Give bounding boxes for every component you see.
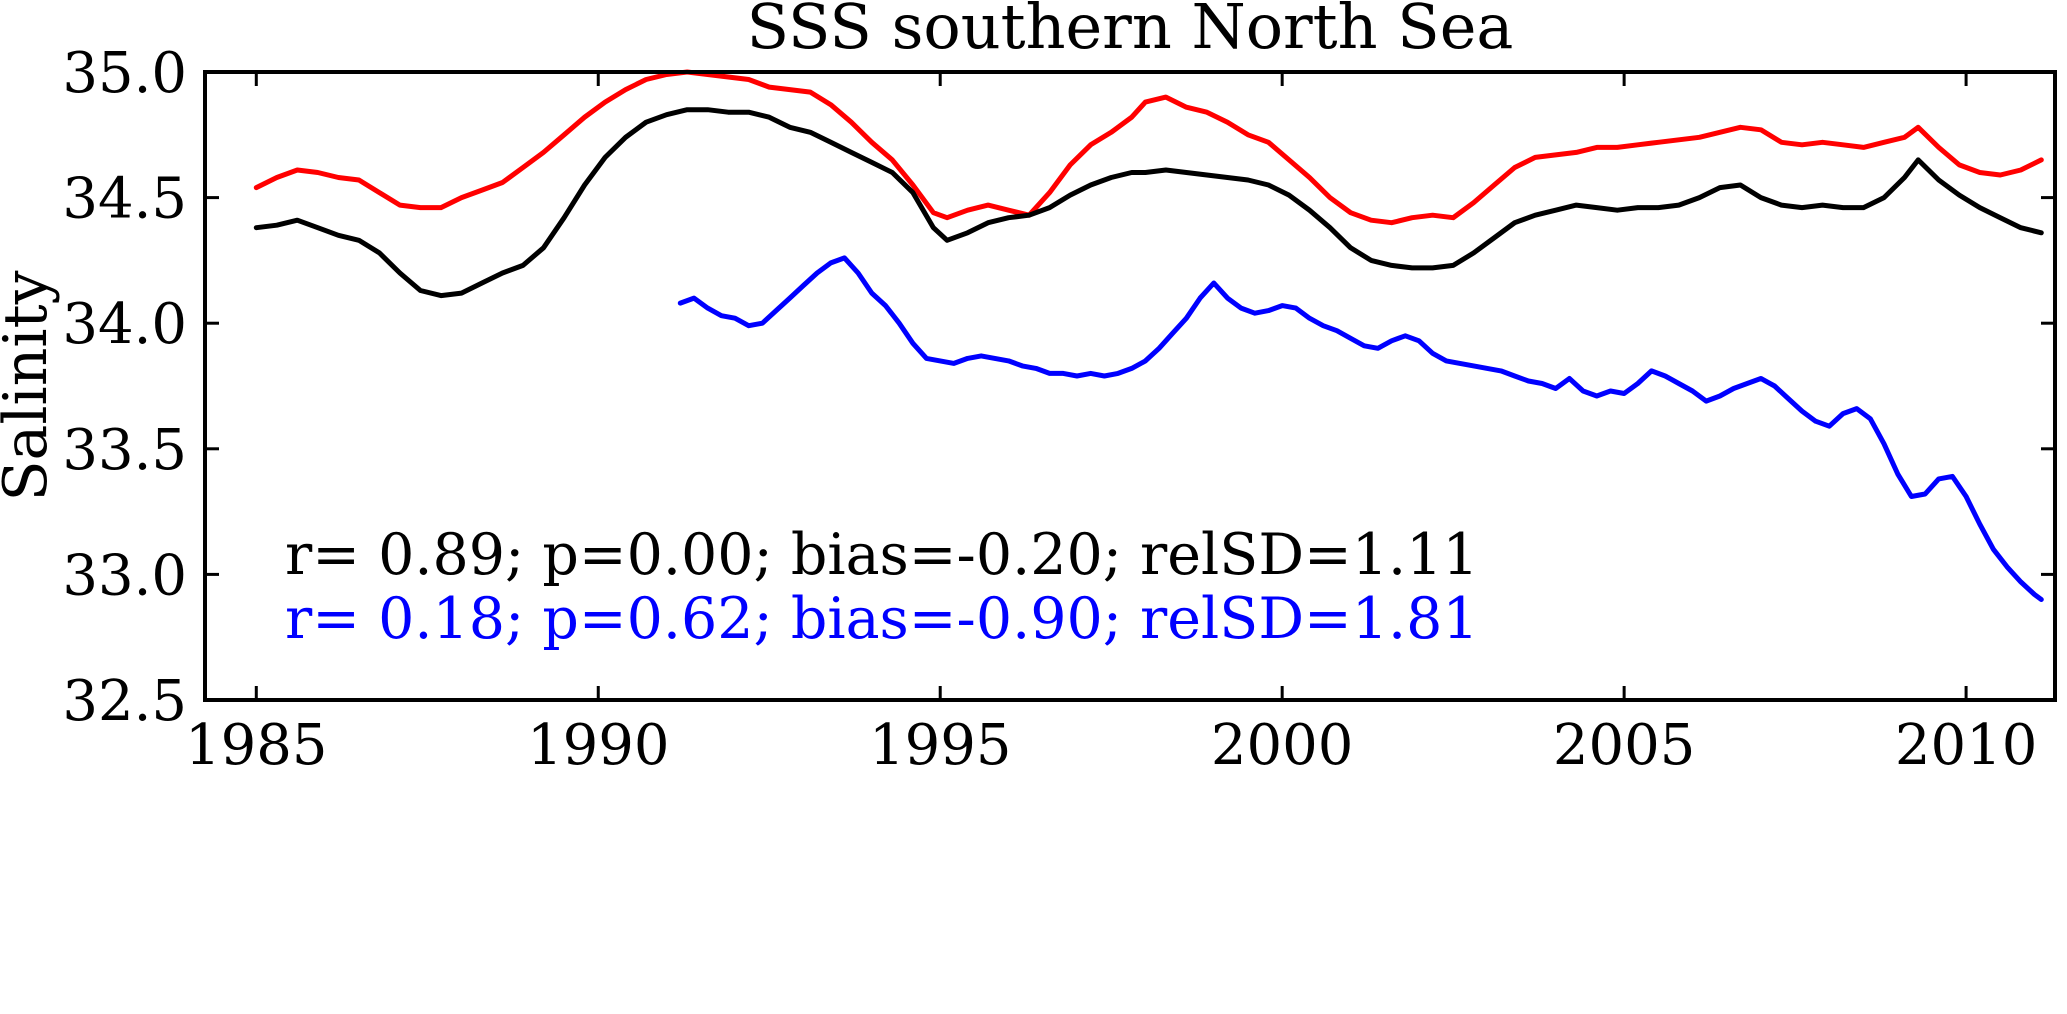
- x-tick-label: 2005: [1553, 713, 1696, 778]
- y-axis-label: Salinity: [0, 270, 61, 501]
- line-red-series: [253, 69, 2044, 226]
- x-tick-label: 1985: [185, 713, 328, 778]
- plot-area: 1985 1990 1995 2000 2005 2010 32.5 33.0 33.5 34.0…: [62, 41, 2057, 778]
- chart-title: SSS southern North Sea: [747, 0, 1514, 63]
- x-tick-label: 1995: [869, 713, 1012, 778]
- axis-frame: [203, 70, 2057, 702]
- stats-annotation-black: r= 0.89; p=0.00; bias=-0.20; relSD=1.11: [285, 522, 1479, 588]
- x-tick-label: 2010: [1895, 713, 2038, 778]
- y-tick-label: 34.0: [62, 292, 187, 357]
- y-tick-label: 35.0: [62, 41, 187, 106]
- y-tick-label: 33.0: [62, 543, 187, 608]
- y-tick-label: 33.5: [62, 418, 187, 483]
- y-tick-label: 34.5: [62, 167, 187, 232]
- x-tick-label: 2000: [1211, 713, 1354, 778]
- line-black-series: [253, 107, 2044, 299]
- y-tick-label: 32.5: [62, 669, 187, 734]
- stats-annotation-blue: r= 0.18; p=0.62; bias=-0.90; relSD=1.81: [285, 586, 1479, 652]
- line-blue-series: [677, 255, 2044, 602]
- x-tick-label: 1990: [527, 713, 670, 778]
